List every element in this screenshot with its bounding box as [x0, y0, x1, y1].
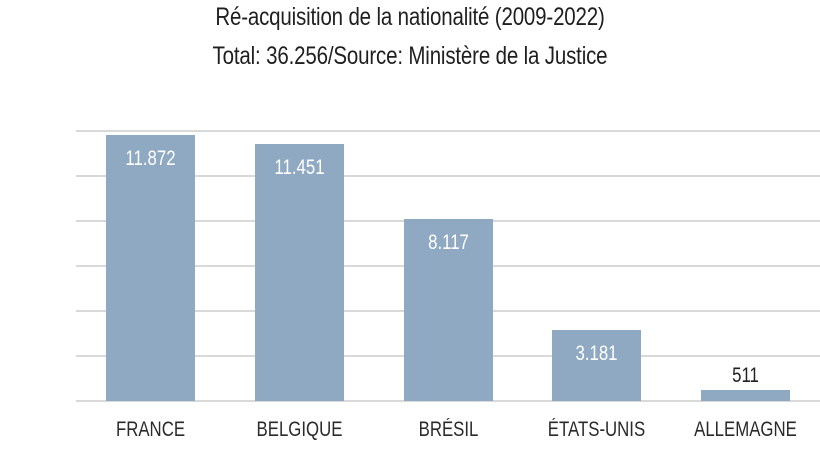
bar	[552, 329, 642, 401]
baseline	[76, 400, 820, 402]
bar-value-label: 11.872	[125, 147, 176, 170]
gridline	[76, 175, 820, 177]
bar	[254, 144, 344, 401]
category-label: BELGIQUE	[256, 418, 343, 441]
chart-subtitle: Total: 36.256/Source: Ministère de la Ju…	[212, 42, 608, 70]
chart-title: Ré-acquisition de la nationalité (2009-2…	[215, 3, 605, 31]
bar-value-label: 8.117	[427, 231, 469, 255]
bar-value-label: 11.451	[274, 156, 325, 180]
bar-value-label: 511	[732, 363, 759, 387]
category-label: FRANCE	[115, 418, 186, 441]
gridline	[76, 130, 820, 132]
bar	[701, 389, 790, 401]
bar	[106, 135, 195, 401]
category-label: ALLEMAGNE	[694, 418, 797, 441]
category-label: ÉTATS-UNIS	[548, 418, 646, 441]
bar	[403, 219, 493, 401]
category-label: BRÉSIL	[418, 418, 478, 441]
bar-value-label: 3.181	[575, 341, 618, 365]
